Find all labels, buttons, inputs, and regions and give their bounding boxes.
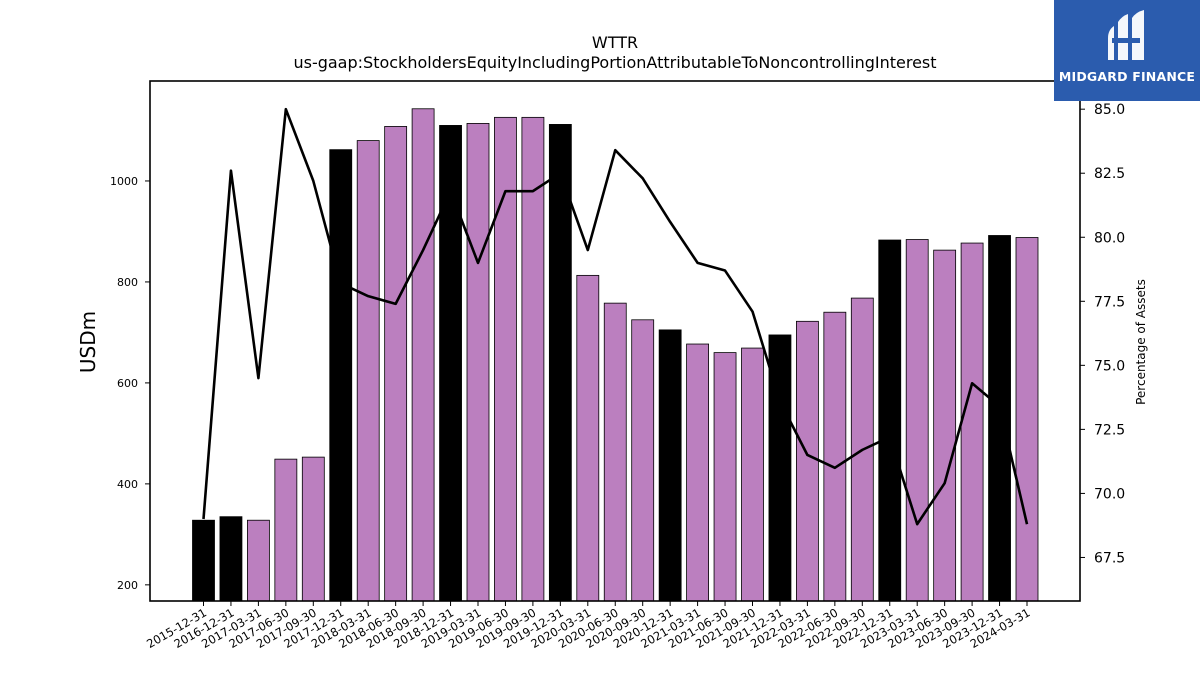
bar-2023-06-30: [933, 249, 957, 602]
bar-2018-03-31: [356, 140, 380, 602]
y-tick-label: 400: [117, 478, 138, 491]
logo-mark-icon: [1108, 10, 1144, 60]
bar-2017-06-30: [274, 458, 298, 602]
y-tick-label: 1000: [110, 175, 138, 188]
y2-tick-label: 85.0: [1094, 102, 1125, 118]
y2-tick-label: 75.0: [1094, 358, 1125, 374]
y2-tick-label: 82.5: [1094, 166, 1125, 182]
bar-2019-03-31: [466, 123, 490, 602]
y2-tick-label: 80.0: [1094, 230, 1125, 246]
y2-axis-label: Percentage of Assets: [1134, 279, 1148, 405]
bar-2017-09-30: [301, 456, 325, 602]
bar-2018-09-30: [411, 108, 435, 602]
bar-2021-03-31: [686, 343, 709, 602]
percentage-of-assets-line: [202, 107, 1029, 526]
y-tick-label: 800: [117, 276, 138, 289]
y-tick-label: 600: [117, 377, 138, 390]
midgard-finance-logo: MIDGARD FINANCE: [1054, 0, 1200, 101]
y-tick-label: 200: [117, 579, 138, 592]
bar-2016-12-31: [219, 516, 243, 602]
bar-2017-12-31: [329, 149, 353, 602]
bar-2018-12-31: [439, 125, 462, 602]
bar-2018-06-30: [384, 126, 408, 602]
logo-text: MIDGARD FINANCE: [1058, 69, 1196, 84]
bar-2015-12-31: [192, 519, 215, 602]
bar-2020-12-31: [658, 329, 682, 602]
bar-2023-12-31: [988, 235, 1011, 602]
chart-subtitle: us-gaap:StockholdersEquityIncludingPorti…: [293, 53, 936, 72]
y-axis-label: USDm: [76, 311, 100, 373]
bar-2017-03-31: [246, 519, 270, 602]
bar-2023-03-31: [905, 239, 929, 602]
bar-2021-09-30: [741, 347, 764, 602]
plot-frame: [149, 80, 1081, 602]
bar-2022-12-31: [878, 239, 902, 602]
line-group: [202, 107, 1029, 526]
chart-title: WTTR: [592, 33, 638, 52]
y2-tick-label: 77.5: [1094, 294, 1125, 310]
y2-tick-label: 67.5: [1094, 550, 1125, 566]
bar-2020-09-30: [631, 319, 655, 602]
y2-tick-label: 72.5: [1094, 422, 1125, 438]
bar-2020-06-30: [603, 302, 627, 602]
bar-2020-03-31: [576, 274, 600, 602]
bar-2021-06-30: [713, 352, 737, 602]
bar-2024-03-31: [1015, 237, 1039, 602]
bar-2022-03-31: [796, 320, 819, 602]
bar-2023-09-30: [960, 242, 984, 602]
y2-tick-label: 70.0: [1094, 486, 1125, 502]
bar-2022-06-30: [823, 311, 847, 602]
bars-group: [192, 108, 1039, 602]
